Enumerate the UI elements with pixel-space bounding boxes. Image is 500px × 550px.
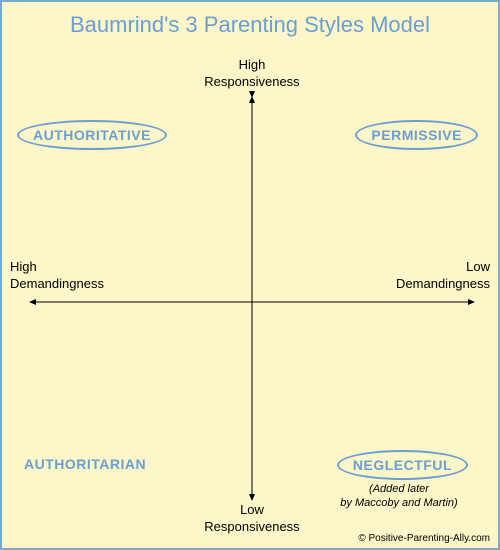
label-authoritarian: AUTHORITARIAN	[24, 456, 146, 472]
axis-label-right: Low Demandingness	[370, 259, 490, 293]
quadrant-top-right: PERMISSIVE	[355, 120, 478, 150]
quadrant-top-left: AUTHORITATIVE	[17, 120, 167, 150]
axis-top-line2: Responsiveness	[204, 74, 299, 89]
diagram-frame: Baumrind's 3 Parenting Styles Model High…	[0, 0, 500, 550]
axis-right-line1: Low	[466, 259, 490, 274]
axis-bottom-line1: Low	[240, 502, 264, 517]
label-neglectful: NEGLECTFUL	[337, 450, 468, 480]
axis-left-line2: Demandingness	[10, 276, 104, 291]
axis-right-line2: Demandingness	[396, 276, 490, 291]
note-line2: by Maccoby and Martin)	[340, 497, 457, 509]
note-line1: (Added later	[369, 483, 429, 495]
label-authoritative: AUTHORITATIVE	[17, 120, 167, 150]
axis-top-line1: High	[239, 57, 266, 72]
axis-label-top: High Responsiveness	[172, 57, 332, 91]
quadrant-bottom-right: NEGLECTFUL	[337, 450, 468, 480]
label-permissive: PERMISSIVE	[355, 120, 478, 150]
neglectful-note: (Added later by Maccoby and Martin)	[324, 482, 474, 511]
axis-label-left: High Demandingness	[10, 259, 130, 293]
copyright-text: © Positive-Parenting-Ally.com	[358, 533, 490, 544]
axis-bottom-line2: Responsiveness	[204, 519, 299, 534]
axis-label-bottom: Low Responsiveness	[172, 502, 332, 536]
axis-left-line1: High	[10, 259, 37, 274]
quadrant-bottom-left: AUTHORITARIAN	[24, 456, 146, 472]
